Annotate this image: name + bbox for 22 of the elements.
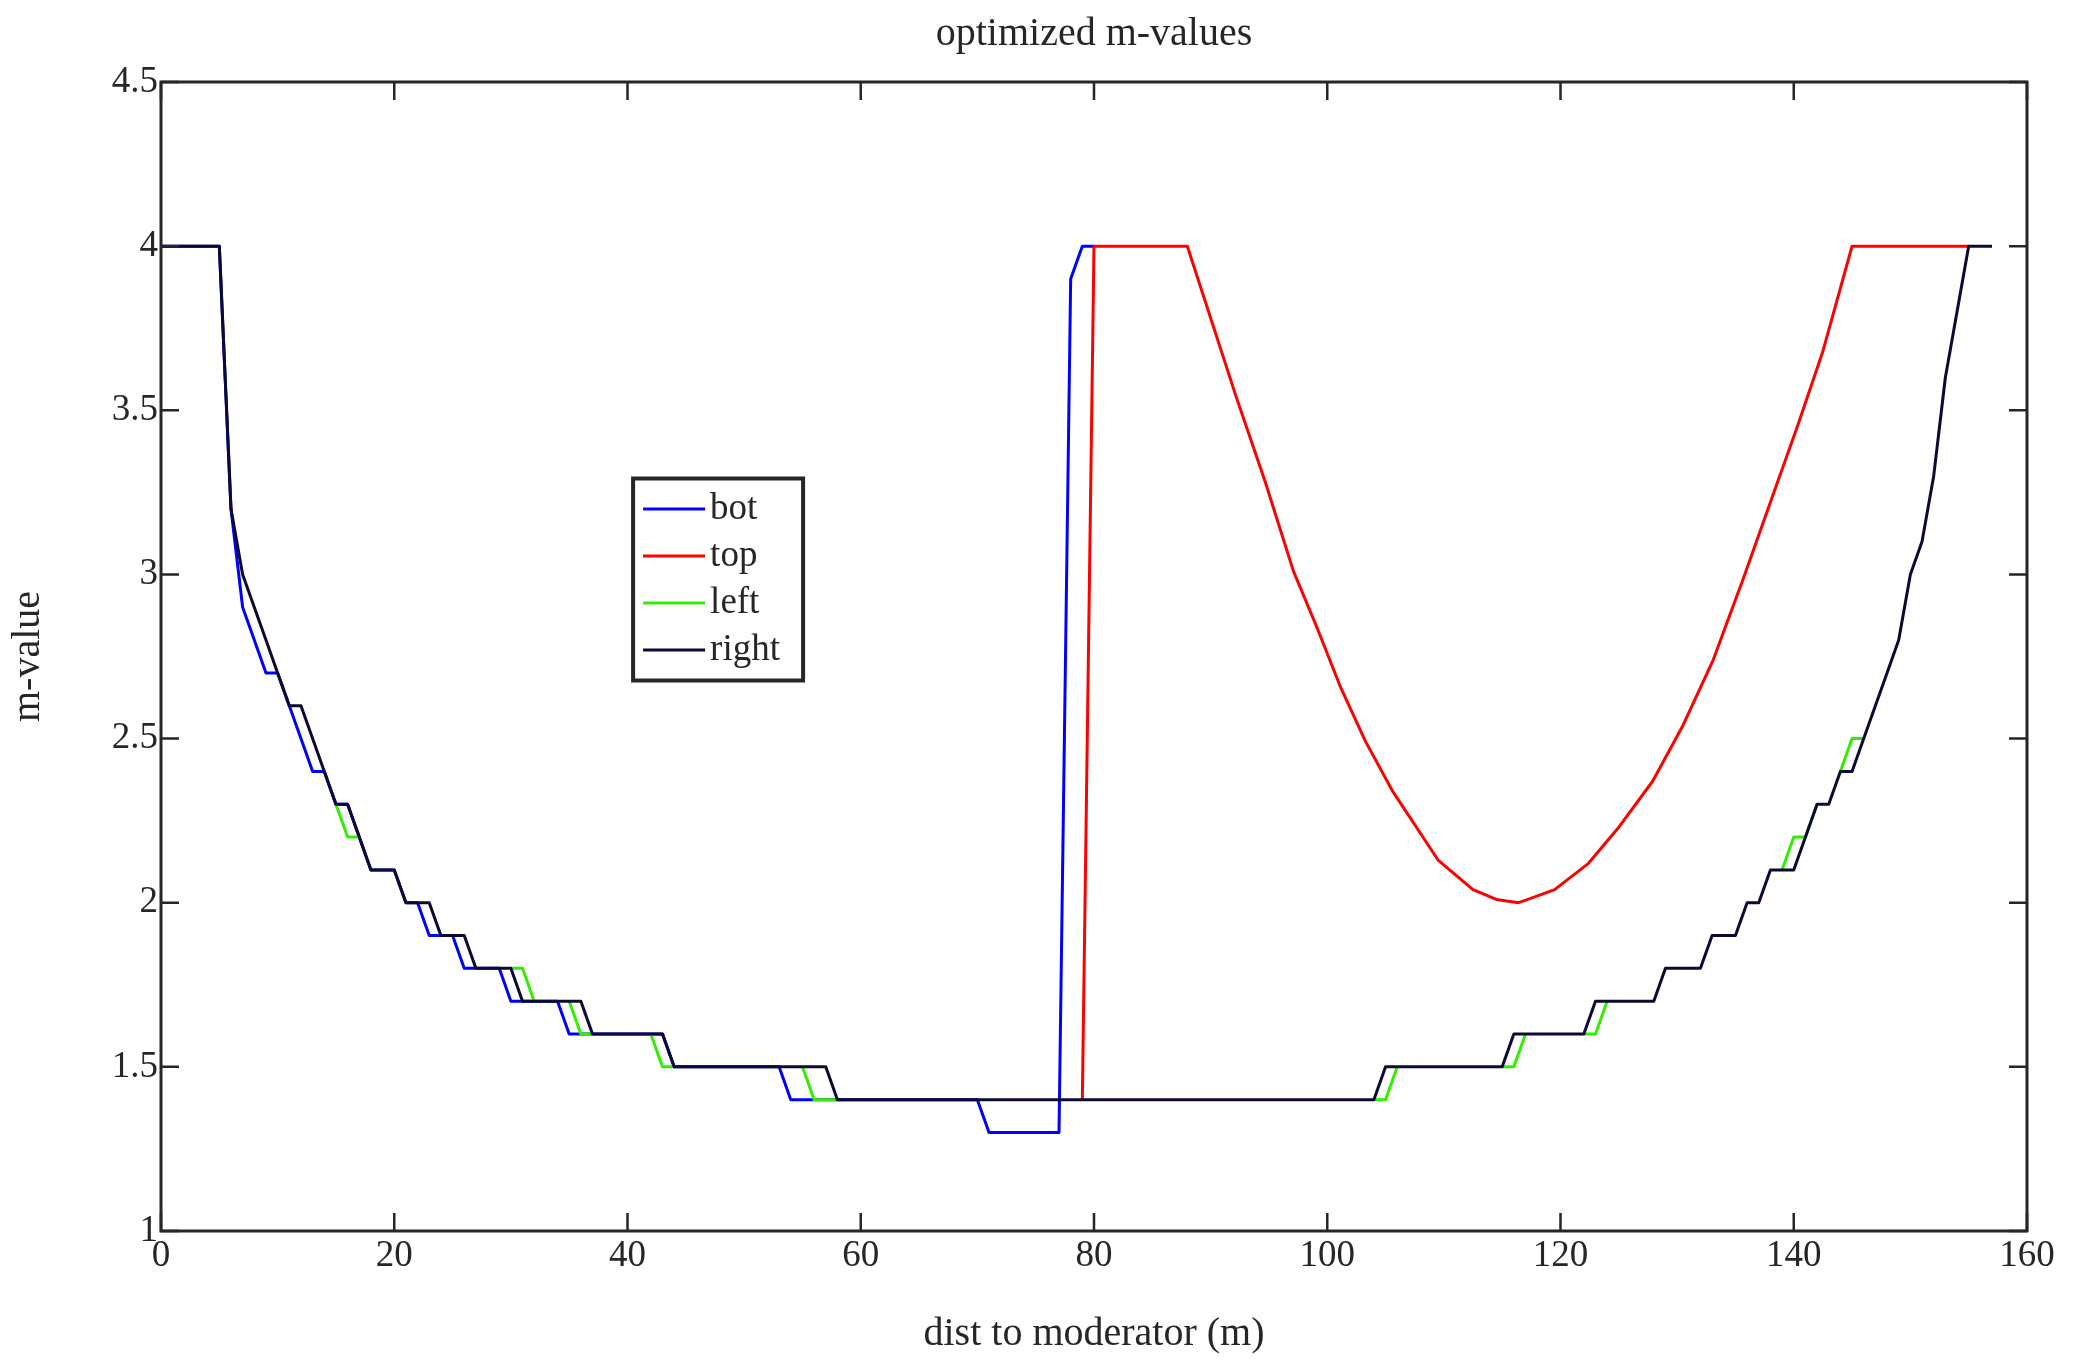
x-tick-label: 80 [1075, 1232, 1113, 1274]
y-tick-label: 3.5 [111, 387, 158, 428]
legend-label: right [710, 626, 781, 668]
x-axis-title: dist to moderator (m) [923, 1308, 1265, 1354]
x-tick-label: 160 [1999, 1232, 2055, 1274]
y-tick-label: 4.5 [111, 58, 158, 100]
x-tick-label: 100 [1299, 1232, 1355, 1274]
x-tick-label: 60 [842, 1232, 880, 1274]
y-tick-label: 2 [139, 879, 158, 921]
legend-label: bot [710, 485, 759, 527]
x-tick-label: 40 [609, 1232, 646, 1274]
x-tick-label: 20 [375, 1232, 413, 1274]
y-tick-label: 4 [139, 222, 158, 264]
y-tick-label: 3 [139, 551, 158, 593]
y-axis-title: m-value [2, 590, 48, 723]
chart-title: optimized m-values [935, 8, 1253, 54]
legend-label: top [710, 532, 758, 574]
legend-label: left [710, 579, 761, 621]
y-tick-label: 1.5 [111, 1043, 158, 1085]
y-tick-label: 2.5 [111, 715, 158, 757]
x-tick-label: 120 [1532, 1232, 1589, 1274]
x-tick-label: 140 [1766, 1232, 1822, 1274]
